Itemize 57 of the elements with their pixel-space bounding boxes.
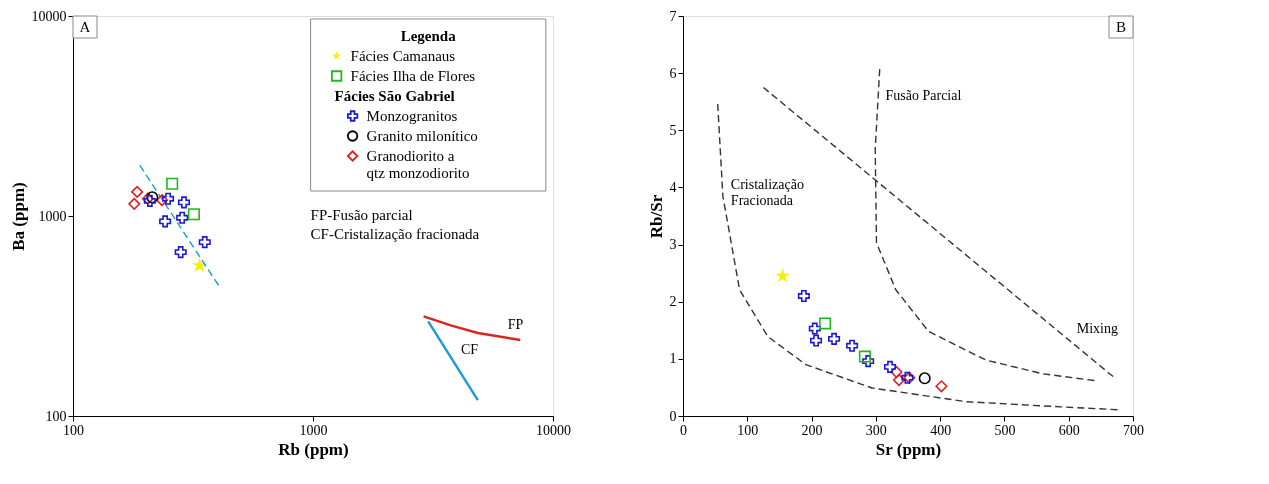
annotation: Cristalização Fracionada <box>730 177 804 208</box>
annotation: FP-Fusão parcial <box>310 207 413 223</box>
y-tick-label: 6 <box>669 65 677 81</box>
point <box>819 317 832 330</box>
point <box>846 339 859 352</box>
annotation: Mixing <box>1076 321 1118 336</box>
legend-label: Granito milonítico <box>366 128 478 144</box>
annotation: CF <box>460 341 479 357</box>
point <box>890 365 903 379</box>
annotation: Fácies São Gabriel <box>334 88 455 104</box>
x-tick-label: 1000 <box>299 422 328 438</box>
line-series <box>717 103 1119 411</box>
legend-label: Granodiorito a qtz monzodiorito <box>366 148 470 181</box>
x-tick-label: 100 <box>737 422 759 438</box>
x-tick-label: 700 <box>1123 422 1144 438</box>
point <box>828 332 841 345</box>
x-tick-label: 200 <box>801 422 823 438</box>
y-tick-label: 3 <box>669 237 677 253</box>
y-tick-label: 2 <box>669 294 677 310</box>
x-tick-label: 500 <box>994 422 1016 438</box>
y-tick-label: 1 <box>669 351 677 367</box>
y-tick-label: 100 <box>45 408 67 424</box>
point <box>810 334 823 347</box>
point <box>797 289 810 303</box>
y-tick-label: 5 <box>669 122 677 138</box>
point <box>892 373 906 387</box>
point <box>935 380 948 393</box>
point <box>858 350 871 363</box>
point <box>776 269 789 282</box>
x-tick-label: 600 <box>1058 422 1080 438</box>
annotation: Fusão Parcial <box>885 88 962 104</box>
annotation: FP <box>507 317 524 333</box>
y-axis-title: Ba (ppm) <box>8 182 28 251</box>
y-tick-label: 4 <box>669 179 677 195</box>
chart-title: A <box>79 19 91 35</box>
y-tick-label: 1000 <box>38 208 67 224</box>
y-axis-title: Rb/Sr <box>646 194 666 239</box>
y-tick-label: 0 <box>669 408 677 424</box>
point <box>862 355 875 368</box>
legend-label: Fácies Camanaus <box>350 48 456 64</box>
y-tick-label: 10000 <box>31 8 67 24</box>
x-axis-title: Sr (ppm) <box>875 439 942 459</box>
annotation: CF-Cristalização fracionada <box>310 226 480 242</box>
chart-title: B <box>1115 19 1127 35</box>
x-tick-label: 0 <box>680 422 687 438</box>
legend-title: Legenda <box>400 28 457 44</box>
x-axis-title: Rb (ppm) <box>278 439 349 459</box>
legend-label: Fácies Ilha de Flores <box>350 68 476 84</box>
y-tick-label: 7 <box>669 8 677 24</box>
legend-label: Monzogranitos <box>366 108 458 124</box>
x-tick-label: 10000 <box>536 422 571 438</box>
x-tick-label: 300 <box>865 422 887 438</box>
point <box>883 360 897 373</box>
point <box>808 322 821 335</box>
point <box>918 372 931 385</box>
x-tick-label: 100 <box>63 422 84 438</box>
x-tick-label: 400 <box>930 422 952 438</box>
